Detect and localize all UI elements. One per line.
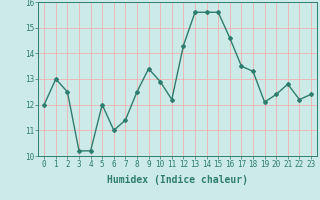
X-axis label: Humidex (Indice chaleur): Humidex (Indice chaleur): [107, 175, 248, 185]
